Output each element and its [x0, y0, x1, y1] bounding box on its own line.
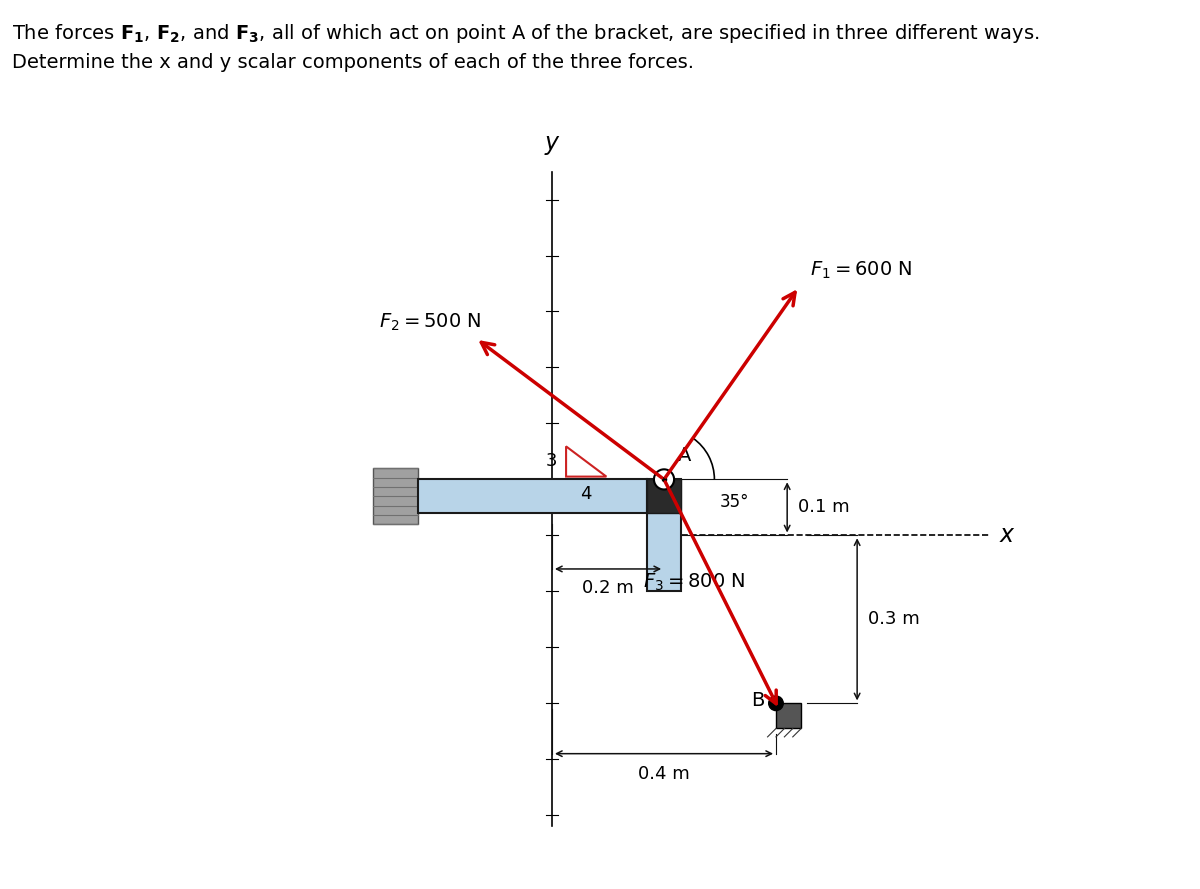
Text: x: x — [1000, 524, 1014, 548]
Polygon shape — [776, 703, 802, 728]
Text: 35°: 35° — [720, 493, 749, 511]
Text: 3: 3 — [546, 453, 558, 470]
Text: 4: 4 — [581, 485, 592, 503]
Text: y: y — [545, 131, 559, 155]
Text: B: B — [751, 691, 764, 710]
Polygon shape — [647, 479, 680, 591]
Polygon shape — [373, 469, 418, 525]
Polygon shape — [418, 479, 647, 513]
Text: Determine the x and y scalar components of each of the three forces.: Determine the x and y scalar components … — [12, 53, 694, 72]
Text: $F_1 = 600$ N: $F_1 = 600$ N — [810, 260, 912, 281]
Text: 0.4 m: 0.4 m — [638, 765, 690, 783]
Text: 0.1 m: 0.1 m — [798, 499, 850, 517]
Text: $F_2 = 500$ N: $F_2 = 500$ N — [379, 311, 481, 332]
Text: A: A — [678, 446, 691, 466]
Text: 0.3 m: 0.3 m — [869, 611, 920, 629]
Text: $F_3 = 800$ N: $F_3 = 800$ N — [643, 572, 745, 593]
Polygon shape — [647, 479, 680, 513]
Text: 0.2 m: 0.2 m — [582, 579, 634, 597]
Circle shape — [654, 469, 674, 490]
Circle shape — [769, 696, 784, 710]
Text: The forces $\bf{F}_1$, $\bf{F}_2$, and $\bf{F}_3$, all of which act on point A o: The forces $\bf{F}_1$, $\bf{F}_2$, and $… — [12, 22, 1039, 45]
